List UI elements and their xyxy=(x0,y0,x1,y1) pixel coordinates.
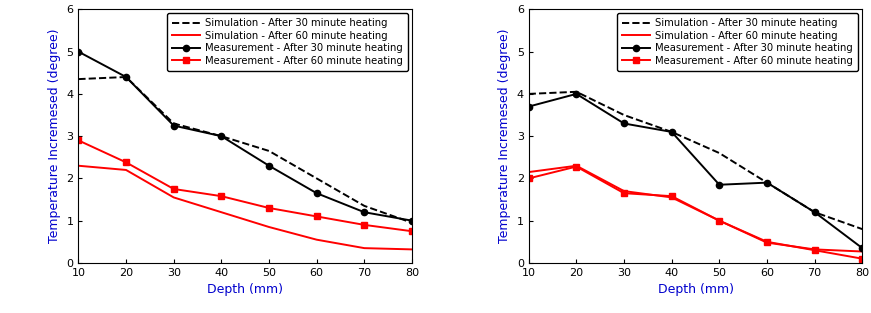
Simulation - After 60 minute heating xyxy=(216,210,226,214)
Simulation - After 60 minute heating xyxy=(168,196,179,199)
Simulation - After 30 minute heating xyxy=(359,204,369,208)
Measurement - After 30 minute heating xyxy=(359,210,369,214)
Measurement - After 30 minute heating xyxy=(714,183,725,187)
Measurement - After 30 minute heating xyxy=(523,105,534,109)
Line: Measurement - After 30 minute heating: Measurement - After 30 minute heating xyxy=(75,49,415,224)
Measurement - After 30 minute heating xyxy=(121,75,132,79)
Simulation - After 30 minute heating xyxy=(571,90,582,94)
Measurement - After 60 minute heating xyxy=(809,249,820,252)
Measurement - After 30 minute heating xyxy=(571,92,582,96)
Legend: Simulation - After 30 minute heating, Simulation - After 60 minute heating, Meas: Simulation - After 30 minute heating, Si… xyxy=(167,13,408,71)
Simulation - After 60 minute heating xyxy=(264,225,274,229)
Measurement - After 30 minute heating xyxy=(264,164,274,168)
Simulation - After 60 minute heating xyxy=(523,170,534,174)
Simulation - After 30 minute heating xyxy=(168,121,179,125)
Simulation - After 60 minute heating xyxy=(809,248,820,251)
Measurement - After 60 minute heating xyxy=(216,194,226,198)
Measurement - After 60 minute heating xyxy=(571,165,582,168)
Measurement - After 60 minute heating xyxy=(618,191,629,195)
Measurement - After 60 minute heating xyxy=(73,138,84,142)
X-axis label: Depth (mm): Depth (mm) xyxy=(207,283,283,296)
Y-axis label: Temperature Incremesed (degree): Temperature Incremesed (degree) xyxy=(498,29,511,244)
Measurement - After 30 minute heating xyxy=(618,121,629,125)
X-axis label: Depth (mm): Depth (mm) xyxy=(658,283,733,296)
Simulation - After 30 minute heating xyxy=(762,181,773,184)
Simulation - After 30 minute heating xyxy=(618,113,629,117)
Simulation - After 60 minute heating xyxy=(312,238,322,242)
Measurement - After 30 minute heating xyxy=(809,210,820,214)
Simulation - After 60 minute heating xyxy=(571,164,582,168)
Simulation - After 30 minute heating xyxy=(666,130,677,134)
Simulation - After 60 minute heating xyxy=(666,196,677,199)
Simulation - After 60 minute heating xyxy=(359,246,369,250)
Measurement - After 30 minute heating xyxy=(666,130,677,134)
Measurement - After 30 minute heating xyxy=(73,50,84,54)
Simulation - After 60 minute heating xyxy=(121,168,132,172)
Simulation - After 60 minute heating xyxy=(73,164,84,168)
Measurement - After 60 minute heating xyxy=(359,223,369,227)
Measurement - After 60 minute heating xyxy=(121,161,132,164)
Simulation - After 30 minute heating xyxy=(523,92,534,96)
Measurement - After 60 minute heating xyxy=(857,257,868,260)
Measurement - After 60 minute heating xyxy=(762,240,773,244)
Measurement - After 60 minute heating xyxy=(312,215,322,218)
Measurement - After 60 minute heating xyxy=(264,206,274,210)
Simulation - After 60 minute heating xyxy=(407,248,417,251)
Measurement - After 30 minute heating xyxy=(168,124,179,127)
Simulation - After 30 minute heating xyxy=(809,210,820,214)
Line: Simulation - After 60 minute heating: Simulation - After 60 minute heating xyxy=(78,166,412,249)
Measurement - After 30 minute heating xyxy=(312,191,322,195)
Simulation - After 30 minute heating xyxy=(714,151,725,155)
Measurement - After 60 minute heating xyxy=(407,229,417,233)
Measurement - After 30 minute heating xyxy=(857,246,868,250)
Simulation - After 60 minute heating xyxy=(857,250,868,254)
Measurement - After 60 minute heating xyxy=(666,194,677,198)
Simulation - After 60 minute heating xyxy=(618,189,629,193)
Measurement - After 30 minute heating xyxy=(762,181,773,184)
Simulation - After 30 minute heating xyxy=(312,177,322,180)
Simulation - After 30 minute heating xyxy=(121,75,132,79)
Measurement - After 60 minute heating xyxy=(168,187,179,191)
Line: Simulation - After 30 minute heating: Simulation - After 30 minute heating xyxy=(529,92,862,229)
Line: Simulation - After 60 minute heating: Simulation - After 60 minute heating xyxy=(529,166,862,252)
Line: Measurement - After 30 minute heating: Measurement - After 30 minute heating xyxy=(525,91,866,251)
Simulation - After 30 minute heating xyxy=(407,221,417,225)
Simulation - After 30 minute heating xyxy=(73,77,84,81)
Simulation - After 60 minute heating xyxy=(714,219,725,223)
Legend: Simulation - After 30 minute heating, Simulation - After 60 minute heating, Meas: Simulation - After 30 minute heating, Si… xyxy=(618,13,858,71)
Measurement - After 30 minute heating xyxy=(407,219,417,223)
Line: Simulation - After 30 minute heating: Simulation - After 30 minute heating xyxy=(78,77,412,223)
Y-axis label: Temperature Incremesed (degree): Temperature Incremesed (degree) xyxy=(48,29,61,244)
Simulation - After 30 minute heating xyxy=(857,227,868,231)
Simulation - After 60 minute heating xyxy=(762,241,773,244)
Measurement - After 30 minute heating xyxy=(216,134,226,138)
Line: Measurement - After 60 minute heating: Measurement - After 60 minute heating xyxy=(525,163,866,262)
Line: Measurement - After 60 minute heating: Measurement - After 60 minute heating xyxy=(75,137,415,234)
Simulation - After 30 minute heating xyxy=(264,149,274,153)
Simulation - After 30 minute heating xyxy=(216,134,226,138)
Measurement - After 60 minute heating xyxy=(714,219,725,223)
Measurement - After 60 minute heating xyxy=(523,177,534,180)
